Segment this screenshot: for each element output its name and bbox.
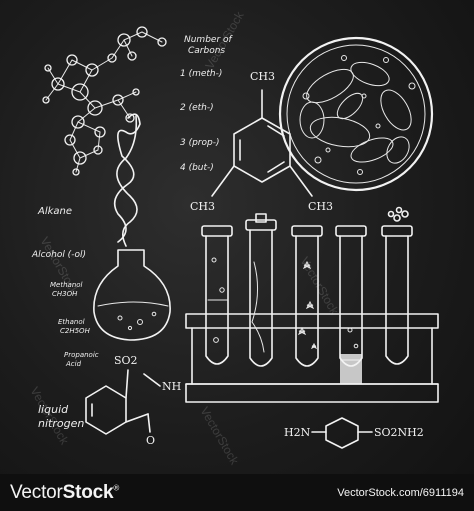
label-ethanol: Ethanol <box>58 318 85 326</box>
test-tubes <box>201 206 413 367</box>
svg-text:VectorStock: VectorStock <box>297 255 342 318</box>
ch3-left: CH3 <box>190 200 215 213</box>
carbons-title-2: Carbons <box>188 46 225 56</box>
molecule-model <box>42 26 167 176</box>
label-propanoic-acid: Acid <box>65 360 82 368</box>
science-lab-drawing: VectorStock VectorStock VectorStock Vect… <box>27 8 439 468</box>
label-alkane: Alkane <box>37 206 72 217</box>
label-nitrogen: nitrogen <box>38 417 84 430</box>
carbon-3: 3 (prop-) <box>180 138 220 148</box>
so2nh2-label: SO2NH2 <box>374 426 424 439</box>
tube-stars <box>211 257 359 350</box>
label-alcohol: Alcohol (-ol) <box>31 250 86 260</box>
chemistry-notes-left: Alkane Alcohol (-ol) Methanol CH3OH Etha… <box>31 206 99 430</box>
ch3-top: CH3 <box>250 70 275 83</box>
nh-label: NH <box>162 380 181 393</box>
carbons-title-1: Number of <box>184 35 234 45</box>
saccharin-structure: SO2 NH O <box>85 354 181 447</box>
carbon-4: 4 (but-) <box>180 163 214 173</box>
petri-dish <box>278 36 434 192</box>
watermark-footer: VectorStock® VectorStock.com/6911194 <box>0 474 474 511</box>
carbon-1: 1 (meth-) <box>180 69 222 79</box>
h2n-label: H2N <box>284 426 311 439</box>
coil-flask <box>93 113 171 341</box>
label-liquid: liquid <box>38 403 69 416</box>
label-ethanol-formula: C2H5OH <box>60 327 91 335</box>
oxygen-label: O <box>146 434 155 447</box>
label-methanol-formula: CH3OH <box>52 290 78 298</box>
test-tube-rack <box>185 206 439 403</box>
label-methanol: Methanol <box>50 281 83 289</box>
svg-text:VectorStock: VectorStock <box>197 405 242 468</box>
sulfanilamide-structure: H2N SO2NH2 <box>284 417 424 449</box>
tube-liquid <box>340 354 362 384</box>
label-propanoic: Propanoic <box>64 351 99 359</box>
carbon-2: 2 (eth-) <box>180 103 214 113</box>
image-credit: VectorStock.com/6911194 <box>337 486 464 499</box>
ch3-right: CH3 <box>308 200 333 213</box>
so2-label: SO2 <box>114 354 138 367</box>
carbon-count-notes: Number of Carbons 1 (meth-) 2 (eth-) 3 (… <box>180 35 234 173</box>
vectorstock-logo: VectorStock® <box>10 481 120 503</box>
mesitylene-structure: CH3 CH3 CH3 <box>190 70 333 213</box>
